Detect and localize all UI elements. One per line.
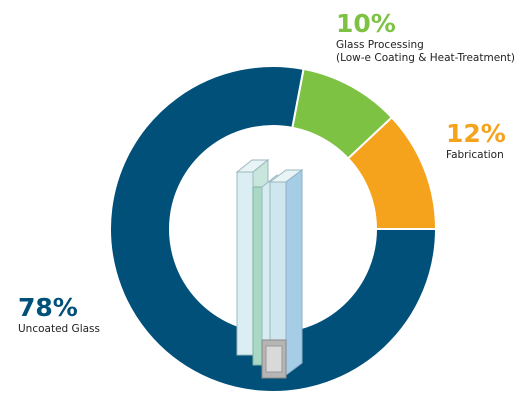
glass-illustration — [235, 158, 304, 379]
labels: 10%Glass Processing(Low-e Coating & Heat… — [18, 9, 515, 335]
category-label: Uncoated Glass — [18, 323, 100, 335]
category-label: (Low-e Coating & Heat-Treatment) — [336, 52, 515, 64]
value-label: 78% — [18, 293, 78, 322]
value-label: 12% — [446, 119, 506, 148]
value-label: 10% — [336, 9, 396, 38]
donut — [109, 65, 438, 393]
category-label: Glass Processing — [336, 39, 424, 51]
category-label: Fabrication — [446, 149, 504, 161]
